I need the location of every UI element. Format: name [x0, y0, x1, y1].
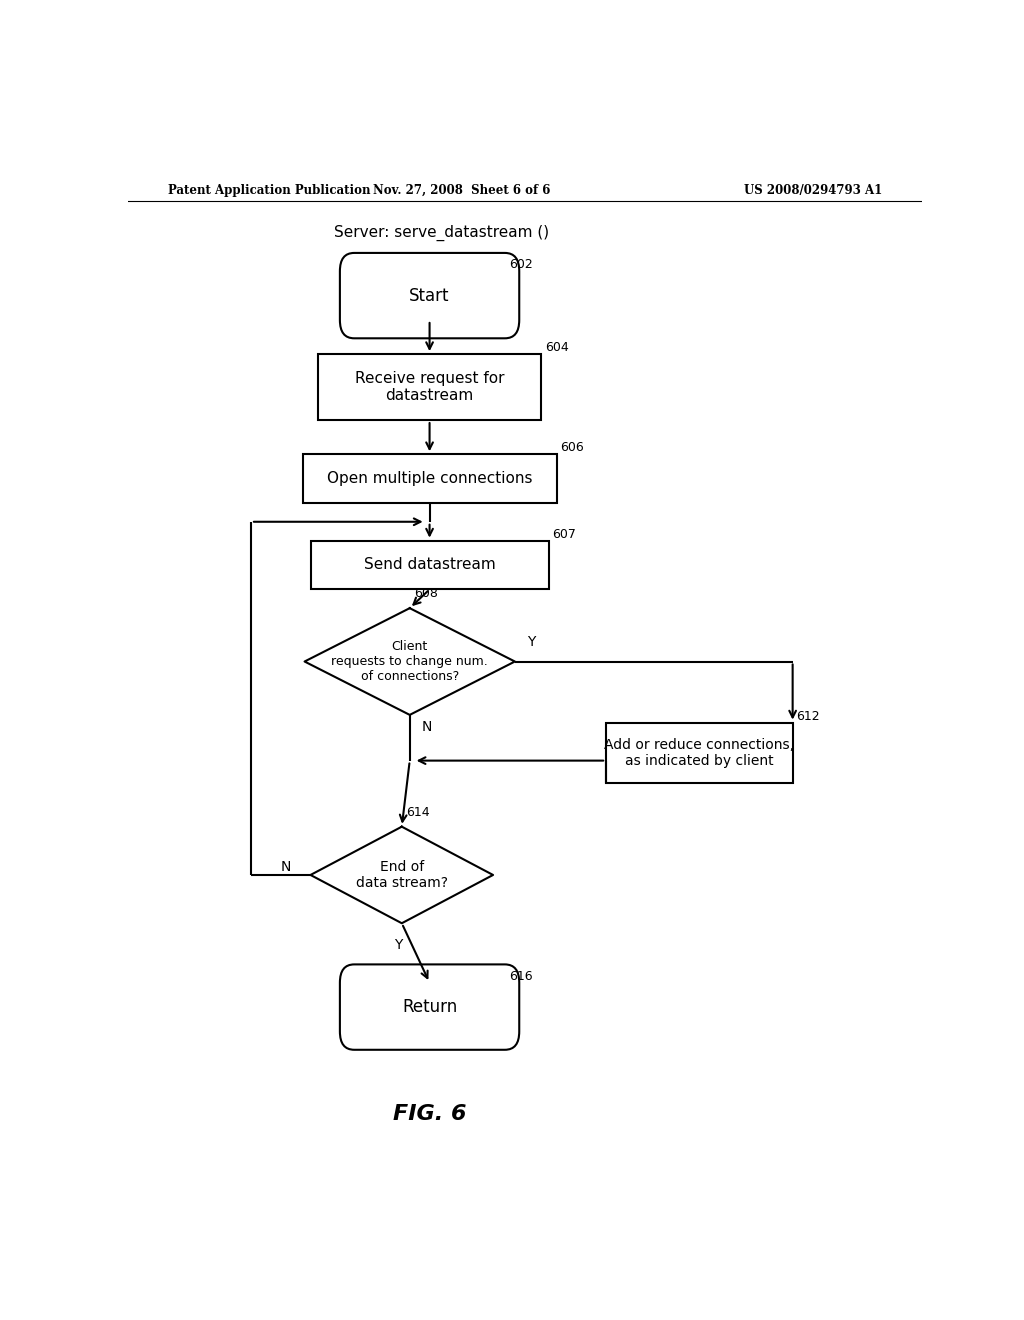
- Text: 606: 606: [560, 441, 585, 454]
- Text: End of
data stream?: End of data stream?: [355, 859, 447, 890]
- Bar: [303, 454, 557, 503]
- Text: N: N: [281, 859, 291, 874]
- Text: 604: 604: [545, 341, 568, 354]
- Text: Server: serve_datastream (): Server: serve_datastream (): [334, 224, 550, 240]
- Text: Y: Y: [526, 635, 536, 649]
- Text: Nov. 27, 2008  Sheet 6 of 6: Nov. 27, 2008 Sheet 6 of 6: [373, 183, 550, 197]
- Text: Return: Return: [402, 998, 457, 1016]
- Bar: [606, 722, 793, 784]
- Text: 608: 608: [414, 587, 437, 601]
- Text: N: N: [422, 719, 432, 734]
- Text: 614: 614: [406, 805, 429, 818]
- Text: Client
requests to change num.
of connections?: Client requests to change num. of connec…: [332, 640, 488, 682]
- Polygon shape: [310, 826, 494, 923]
- Text: Start: Start: [410, 286, 450, 305]
- Bar: [318, 354, 541, 420]
- Text: US 2008/0294793 A1: US 2008/0294793 A1: [743, 183, 882, 197]
- Text: Receive request for
datastream: Receive request for datastream: [355, 371, 504, 404]
- FancyBboxPatch shape: [340, 253, 519, 338]
- Text: 616: 616: [509, 970, 532, 982]
- FancyBboxPatch shape: [340, 965, 519, 1049]
- Text: 612: 612: [797, 710, 820, 722]
- Text: Patent Application Publication: Patent Application Publication: [168, 183, 371, 197]
- Text: Add or reduce connections,
as indicated by client: Add or reduce connections, as indicated …: [604, 738, 795, 768]
- Text: 607: 607: [553, 528, 577, 541]
- Text: Y: Y: [393, 939, 402, 953]
- Text: Send datastream: Send datastream: [364, 557, 496, 573]
- Text: Open multiple connections: Open multiple connections: [327, 471, 532, 486]
- Polygon shape: [304, 609, 515, 715]
- Text: 602: 602: [509, 259, 532, 271]
- Bar: [310, 541, 549, 589]
- Text: FIG. 6: FIG. 6: [393, 1104, 466, 1123]
